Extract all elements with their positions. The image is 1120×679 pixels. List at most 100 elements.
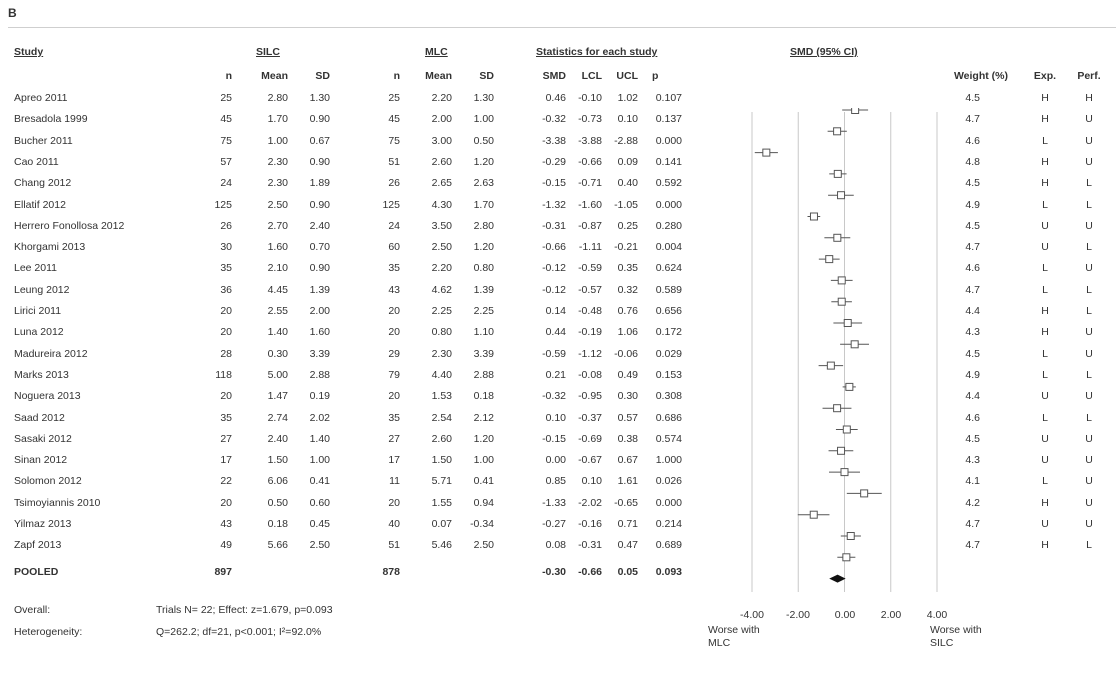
cell-exp: L xyxy=(1042,411,1048,424)
table-row: Ellatif 2012 125 2.50 0.90 125 4.30 1.70 -1.32-… xyxy=(0,195,1120,215)
cell-perf: U xyxy=(1085,134,1093,147)
cell-ucl: 0.38 xyxy=(617,432,638,445)
cell-m2: 5.71 xyxy=(431,475,452,488)
cell-perf: U xyxy=(1085,496,1093,509)
cell-s1: 0.45 xyxy=(309,518,330,530)
cell-w: 4.5 xyxy=(965,92,980,104)
cell-lcl: -0.71 xyxy=(578,177,602,190)
table-row: Apreo 2011 25 2.80 1.30 25 2.20 1.30 0.46 -0.10 1… xyxy=(0,88,1120,108)
cell-s2: 1.00 xyxy=(473,113,494,126)
col-perf: Perf. xyxy=(1077,70,1101,82)
cell-n2: 20 xyxy=(388,390,400,403)
cell-smd: -1.33 xyxy=(542,496,566,509)
cell-m1: 1.40 xyxy=(267,326,288,339)
table-row: Zapf 2013 49 5.66 2.50 51 5.46 2.50 0.08 -0.31 0.… xyxy=(0,535,1120,555)
cell-lcl: -2.02 xyxy=(578,496,602,509)
cell-smd: -0.27 xyxy=(542,518,566,530)
cell-m1: 2.80 xyxy=(267,92,288,104)
cell-m1: 1.50 xyxy=(267,454,288,467)
cell-w: 4.4 xyxy=(965,305,980,317)
cell-n2: 51 xyxy=(388,539,400,552)
cell-smd: 0.10 xyxy=(545,411,566,424)
forest-plot xyxy=(751,108,938,592)
cell-s1: 1.30 xyxy=(309,92,330,104)
cell-smd: -0.31 xyxy=(542,219,566,232)
cell-perf: L xyxy=(1086,368,1092,381)
col-sd2: SD xyxy=(479,70,494,82)
cell-s1: 1.60 xyxy=(309,326,330,339)
cell-smd: 0.00 xyxy=(545,454,566,467)
cell-n1: 118 xyxy=(215,368,232,381)
point-marker xyxy=(833,404,842,413)
cell-smd: 0.44 xyxy=(545,326,566,339)
cell-lcl: -1.60 xyxy=(578,198,602,211)
header-mlc: MLC xyxy=(425,46,448,58)
cell-m2: 2.25 xyxy=(431,305,452,317)
cell-w: 4.6 xyxy=(965,411,980,424)
table-row: Tsimoyiannis 2010 20 0.50 0.60 20 1.55 0.94 -1.… xyxy=(0,493,1120,513)
cell-s1: 0.41 xyxy=(309,475,330,488)
cell-n1: 27 xyxy=(220,432,232,445)
col-ucl: UCL xyxy=(616,70,638,82)
cell-ucl: 0.49 xyxy=(617,368,638,381)
point-marker xyxy=(833,233,842,242)
cell-m1: 1.60 xyxy=(267,241,288,254)
cell-n1: 22 xyxy=(220,475,232,488)
table-row: Luna 2012 20 1.40 1.60 20 0.80 1.10 0.44 -0.19 1.… xyxy=(0,322,1120,342)
cell-ucl: 1.02 xyxy=(617,92,638,104)
axis-left-label-line2: MLC xyxy=(708,637,731,649)
cell-m2: 2.60 xyxy=(431,155,452,168)
cell-study: Khorgami 2013 xyxy=(14,241,86,254)
cell-study: Lee 2011 xyxy=(14,262,58,275)
cell-lcl: -0.10 xyxy=(578,92,602,104)
point-marker xyxy=(762,148,771,157)
cell-m1: 5.66 xyxy=(267,539,288,552)
cell-w: 4.3 xyxy=(965,326,980,339)
cell-p: 0.141 xyxy=(655,155,682,168)
cell-ucl: 0.71 xyxy=(617,518,638,530)
cell-study: Solomon 2012 xyxy=(14,475,82,488)
cell-s2: 3.39 xyxy=(473,347,494,360)
cell-m2: 4.40 xyxy=(431,368,452,381)
cell-w: 4.7 xyxy=(965,283,980,296)
cell-m2: 4.30 xyxy=(431,198,452,211)
cell-lcl: -0.37 xyxy=(578,411,602,424)
header-rule xyxy=(8,27,1116,28)
cell-s2: 1.20 xyxy=(473,155,494,168)
cell-w: 4.6 xyxy=(965,134,980,147)
point-marker xyxy=(825,255,834,264)
cell-w: 4.9 xyxy=(965,368,980,381)
cell-p: 0.172 xyxy=(655,326,682,339)
cell-n1: 49 xyxy=(220,539,232,552)
cell-m1: 1.70 xyxy=(267,113,288,126)
cell-m2: 2.00 xyxy=(431,113,452,126)
point-marker xyxy=(840,468,849,477)
point-marker xyxy=(833,127,842,136)
cell-m2: 2.20 xyxy=(431,92,452,104)
tick-label: -4.00 xyxy=(740,609,764,621)
cell-m1: 1.47 xyxy=(267,390,288,403)
cell-ucl: 0.40 xyxy=(617,177,638,190)
table-row: Sinan 2012 17 1.50 1.00 17 1.50 1.00 0.00 -0.67 0… xyxy=(0,450,1120,470)
cell-study: Marks 2013 xyxy=(14,368,69,381)
cell-study: Herrero Fonollosa 2012 xyxy=(14,219,125,232)
cell-n2: 35 xyxy=(388,262,400,275)
cell-smd: -0.15 xyxy=(542,177,566,190)
cell-w: 4.3 xyxy=(965,454,980,467)
axis-left-label: Worse with MLC xyxy=(708,624,760,650)
cell-p: 0.107 xyxy=(655,92,682,104)
cell-exp: U xyxy=(1041,518,1049,530)
cell-exp: L xyxy=(1042,198,1048,211)
point-marker xyxy=(845,382,854,391)
table-row: Herrero Fonollosa 2012 26 2.70 2.40 24 3.50 2.… xyxy=(0,216,1120,236)
cell-n1: 24 xyxy=(220,177,232,190)
cell-exp: H xyxy=(1041,539,1049,552)
cell-lcl: -0.16 xyxy=(578,518,602,530)
pooled-diamond xyxy=(829,574,846,583)
cell-p: 0.000 xyxy=(655,198,682,211)
cell-w: 4.7 xyxy=(965,539,980,552)
cell-study: Sasaki 2012 xyxy=(14,432,72,445)
point-marker xyxy=(833,169,842,178)
cell-s2: 0.94 xyxy=(473,496,494,509)
cell-p: 0.004 xyxy=(655,241,682,254)
